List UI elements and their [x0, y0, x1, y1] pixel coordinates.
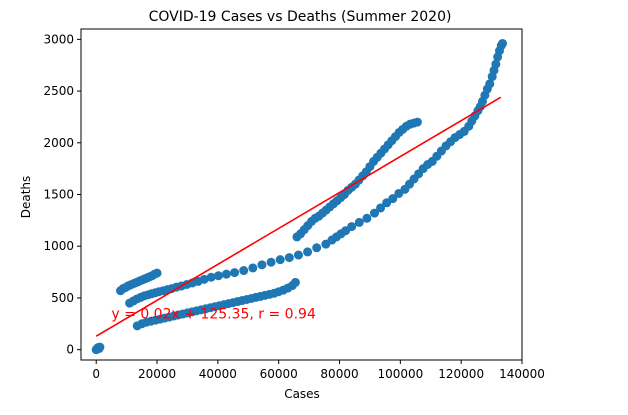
x-tick-label: 0	[92, 367, 100, 381]
y-tick-label: 2000	[43, 136, 74, 150]
x-tick-label: 20000	[138, 367, 176, 381]
regression-line	[95, 96, 502, 337]
x-tick-label: 80000	[320, 367, 358, 381]
data-point	[293, 250, 303, 260]
data-point	[412, 117, 422, 127]
data-point	[230, 268, 240, 278]
x-axis: 0 20000 40000 60000 80000 100000 120000 140000	[92, 360, 545, 381]
x-tick-label: 60000	[260, 367, 298, 381]
data-point	[221, 269, 231, 279]
y-tick-label: 3000	[43, 32, 74, 46]
data-point	[290, 277, 300, 287]
data-point	[491, 59, 501, 69]
data-point	[376, 203, 386, 213]
data-point	[347, 222, 357, 232]
data-point	[369, 208, 379, 218]
data-point	[485, 79, 495, 89]
data-point	[206, 272, 216, 282]
y-tick-label: 1000	[43, 239, 74, 253]
data-point	[354, 217, 364, 227]
x-tick-label: 40000	[199, 367, 237, 381]
data-point	[266, 257, 276, 267]
data-point	[239, 266, 249, 276]
y-tick-label: 2500	[43, 84, 74, 98]
y-tick-label: 500	[51, 291, 74, 305]
data-point	[498, 38, 508, 48]
data-point	[248, 263, 258, 273]
data-points	[91, 38, 508, 355]
regression-equation-label: y = 0.02x + 125.35, r = 0.94	[111, 307, 316, 323]
data-point	[284, 253, 294, 263]
x-axis-label: Cases	[284, 387, 320, 401]
data-point	[362, 213, 372, 223]
x-tick-label: 100000	[377, 367, 423, 381]
data-point	[275, 255, 285, 265]
data-point	[199, 274, 209, 284]
y-tick-label: 1500	[43, 188, 74, 202]
x-tick-label: 140000	[499, 367, 545, 381]
y-axis-label: Deaths	[19, 176, 33, 219]
data-point	[388, 194, 398, 204]
chart-title: COVID-19 Cases vs Deaths (Summer 2020)	[149, 9, 452, 25]
data-point	[303, 247, 313, 257]
data-point	[152, 268, 162, 278]
data-point	[312, 243, 322, 253]
y-tick-label: 0	[66, 343, 74, 357]
x-tick-label: 120000	[438, 367, 484, 381]
data-point	[257, 260, 267, 270]
y-axis: 0 500 1000 1500 2000 2500 3000	[43, 32, 81, 357]
data-point	[95, 342, 105, 352]
data-point	[213, 271, 223, 281]
